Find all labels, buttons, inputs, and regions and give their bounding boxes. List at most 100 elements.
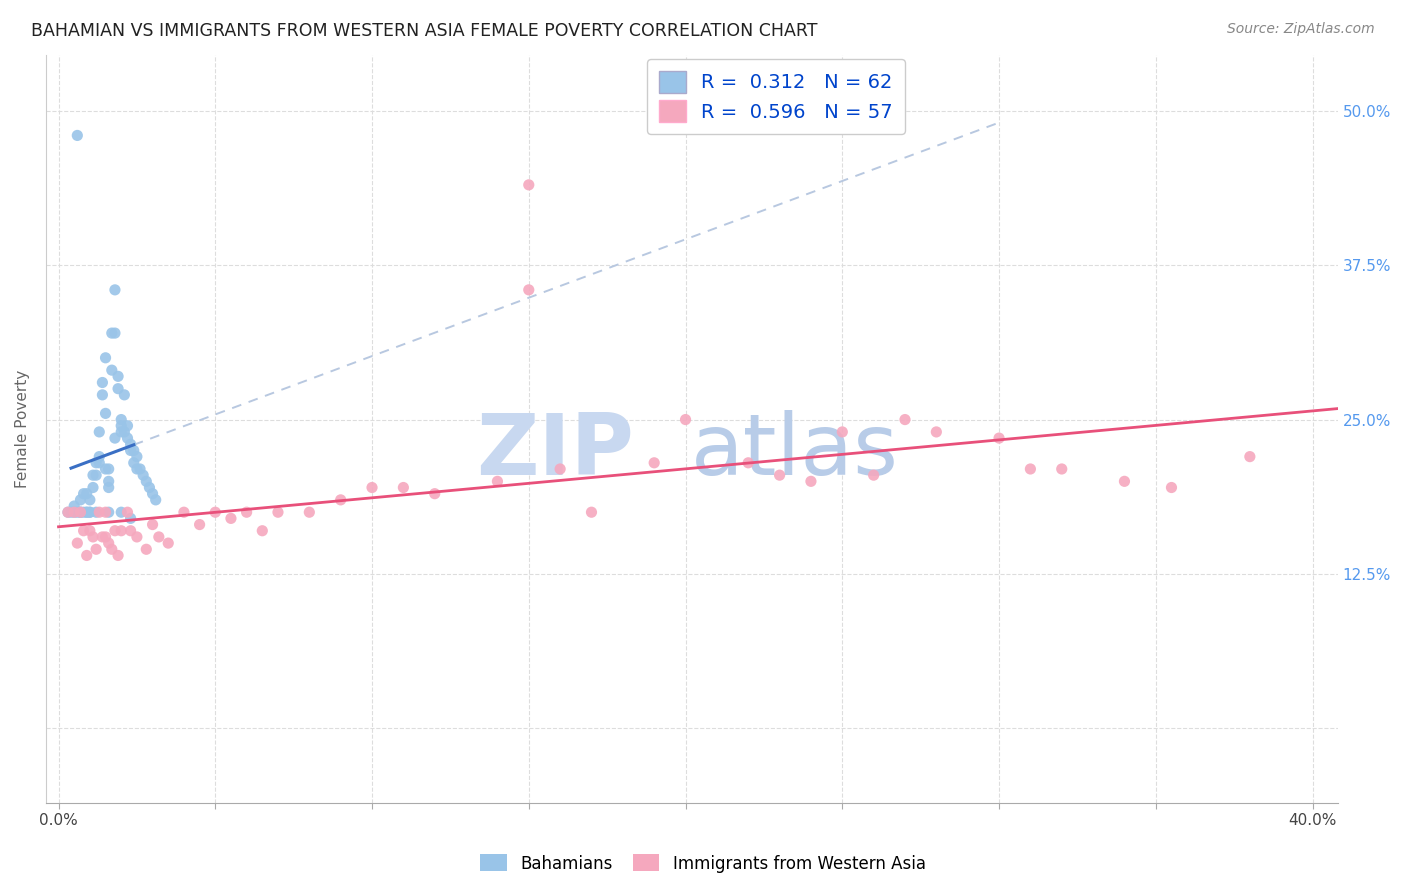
- Point: [392, 481, 415, 495]
- Point: [145, 492, 167, 507]
- Point: [94, 505, 117, 519]
- Point: [66, 536, 89, 550]
- Point: [94, 530, 117, 544]
- Point: [235, 505, 257, 519]
- Point: [89, 456, 111, 470]
- Point: [110, 412, 132, 426]
- Point: [76, 486, 98, 500]
- Text: ZIP: ZIP: [475, 409, 634, 492]
- Point: [252, 524, 274, 538]
- Point: [486, 475, 509, 489]
- Point: [675, 412, 697, 426]
- Point: [581, 505, 603, 519]
- Point: [132, 468, 155, 483]
- Point: [925, 425, 948, 439]
- Point: [125, 530, 148, 544]
- Point: [267, 505, 290, 519]
- Point: [89, 425, 111, 439]
- Point: [97, 462, 120, 476]
- Point: [97, 475, 120, 489]
- Point: [63, 499, 86, 513]
- Point: [107, 549, 129, 563]
- Point: [120, 443, 142, 458]
- Point: [66, 128, 89, 143]
- Point: [423, 486, 446, 500]
- Point: [79, 505, 101, 519]
- Point: [72, 524, 94, 538]
- Point: [1160, 481, 1182, 495]
- Point: [110, 524, 132, 538]
- Point: [361, 481, 384, 495]
- Text: atlas: atlas: [692, 409, 900, 492]
- Point: [110, 418, 132, 433]
- Point: [101, 542, 124, 557]
- Point: [60, 505, 83, 519]
- Point: [76, 505, 98, 519]
- Point: [69, 505, 91, 519]
- Point: [97, 505, 120, 519]
- Point: [142, 517, 165, 532]
- Point: [329, 492, 352, 507]
- Point: [82, 530, 104, 544]
- Point: [69, 505, 91, 519]
- Point: [79, 524, 101, 538]
- Point: [548, 462, 571, 476]
- Point: [1239, 450, 1261, 464]
- Point: [89, 450, 111, 464]
- Point: [97, 481, 120, 495]
- Point: [737, 456, 759, 470]
- Point: [800, 475, 823, 489]
- Point: [122, 456, 145, 470]
- Point: [63, 505, 86, 519]
- Point: [517, 178, 540, 192]
- Y-axis label: Female Poverty: Female Poverty: [15, 369, 30, 488]
- Point: [112, 425, 135, 439]
- Point: [104, 326, 127, 340]
- Point: [298, 505, 321, 519]
- Point: [101, 326, 124, 340]
- Point: [69, 505, 91, 519]
- Point: [82, 468, 104, 483]
- Point: [157, 536, 180, 550]
- Point: [117, 431, 139, 445]
- Point: [56, 505, 79, 519]
- Text: Source: ZipAtlas.com: Source: ZipAtlas.com: [1227, 22, 1375, 37]
- Point: [76, 505, 98, 519]
- Point: [110, 425, 132, 439]
- Point: [862, 468, 884, 483]
- Point: [82, 481, 104, 495]
- Point: [94, 462, 117, 476]
- Point: [988, 431, 1011, 445]
- Point: [63, 505, 86, 519]
- Point: [643, 456, 665, 470]
- Point: [117, 505, 139, 519]
- Point: [142, 486, 165, 500]
- Legend: R =  0.312   N = 62, R =  0.596   N = 57: R = 0.312 N = 62, R = 0.596 N = 57: [647, 59, 904, 134]
- Point: [91, 388, 114, 402]
- Point: [125, 450, 148, 464]
- Point: [79, 492, 101, 507]
- Point: [84, 468, 107, 483]
- Text: BAHAMIAN VS IMMIGRANTS FROM WESTERN ASIA FEMALE POVERTY CORRELATION CHART: BAHAMIAN VS IMMIGRANTS FROM WESTERN ASIA…: [31, 22, 817, 40]
- Point: [79, 505, 101, 519]
- Point: [219, 511, 242, 525]
- Point: [107, 369, 129, 384]
- Point: [117, 418, 139, 433]
- Point: [91, 376, 114, 390]
- Point: [69, 492, 91, 507]
- Legend: Bahamians, Immigrants from Western Asia: Bahamians, Immigrants from Western Asia: [474, 847, 932, 880]
- Point: [91, 530, 114, 544]
- Point: [1050, 462, 1073, 476]
- Point: [120, 511, 142, 525]
- Point: [188, 517, 211, 532]
- Point: [72, 486, 94, 500]
- Point: [112, 388, 135, 402]
- Point: [104, 431, 127, 445]
- Point: [148, 530, 170, 544]
- Point: [135, 475, 157, 489]
- Point: [104, 524, 127, 538]
- Point: [107, 382, 129, 396]
- Point: [56, 505, 79, 519]
- Point: [768, 468, 790, 483]
- Point: [66, 505, 89, 519]
